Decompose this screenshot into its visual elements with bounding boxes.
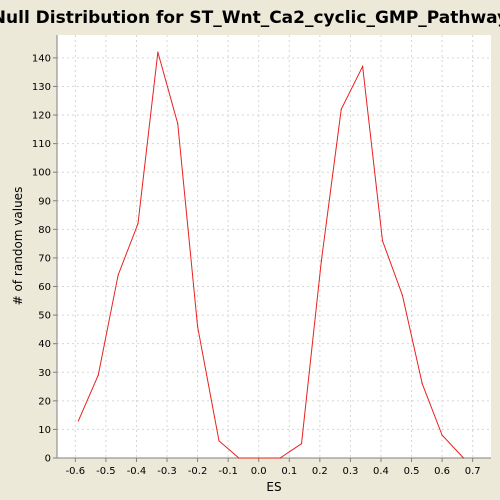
y-tick-label: 50 xyxy=(38,311,51,322)
x-tick-label: -0.2 xyxy=(188,466,208,477)
x-tick-label: -0.1 xyxy=(218,466,238,477)
x-tick-label: -0.4 xyxy=(127,466,147,477)
data-point xyxy=(218,440,220,442)
x-tick-label: 0.7 xyxy=(465,466,481,477)
data-point xyxy=(462,457,465,459)
data-point xyxy=(137,223,139,225)
data-point xyxy=(117,274,119,276)
data-point xyxy=(238,457,240,459)
y-tick-labels: 0 10 20 30 40 50 60 70 80 90 100 110 120 130 140 xyxy=(32,53,51,464)
data-point xyxy=(441,434,443,436)
data-point xyxy=(77,420,79,422)
y-tick-label: 140 xyxy=(32,53,51,64)
x-tick-label: 0.0 xyxy=(251,466,267,477)
y-tick-label: 0 xyxy=(45,454,51,465)
x-tick-label: 0.2 xyxy=(312,466,328,477)
y-tick-label: 90 xyxy=(38,196,51,207)
data-point xyxy=(401,294,403,296)
data-point xyxy=(97,374,99,376)
data-point xyxy=(300,443,303,445)
data-point xyxy=(258,457,260,459)
x-tick-label: 0.5 xyxy=(404,466,420,477)
y-tick-label: 30 xyxy=(38,368,51,379)
grid-lines xyxy=(57,35,491,458)
x-tick-label: -0.6 xyxy=(66,466,86,477)
y-axis-label: # of random values xyxy=(11,187,25,306)
x-tick-label: -0.5 xyxy=(96,466,116,477)
x-axis-label: ES xyxy=(266,480,281,494)
x-tick-label: 0.6 xyxy=(434,466,450,477)
data-point xyxy=(421,383,423,385)
data-point xyxy=(279,457,281,459)
y-tick-label: 120 xyxy=(32,111,51,122)
y-tick-label: 10 xyxy=(38,425,51,436)
x-tick-label: 0.1 xyxy=(281,466,297,477)
y-tick-label: 70 xyxy=(38,253,51,264)
y-tick-label: 130 xyxy=(32,82,51,93)
y-tick-label: 100 xyxy=(32,168,51,179)
y-tick-label: 40 xyxy=(38,339,51,350)
y-tick-label: 80 xyxy=(38,225,51,236)
x-tick-label: 0.4 xyxy=(373,466,389,477)
data-point xyxy=(177,123,179,125)
data-point xyxy=(340,108,342,110)
y-tick-label: 60 xyxy=(38,282,51,293)
data-point xyxy=(157,51,159,53)
x-tick-label: 0.3 xyxy=(342,466,358,477)
y-tick-label: 20 xyxy=(38,396,51,407)
data-point xyxy=(320,260,322,262)
series-layer xyxy=(77,51,465,459)
series-line xyxy=(77,52,464,459)
data-point xyxy=(196,325,199,328)
y-tick-label: 110 xyxy=(32,139,51,150)
x-tick-label: -0.3 xyxy=(157,466,177,477)
data-point xyxy=(362,65,364,68)
data-point xyxy=(381,240,384,242)
chart-title: Null Distribution for ST_Wnt_Ca2_cyclic_… xyxy=(0,8,500,28)
x-tick-labels: -0.6 -0.5 -0.4 -0.3 -0.2 -0.1 0.0 0.1 0.2 0.3 0.4 0… xyxy=(66,466,481,477)
